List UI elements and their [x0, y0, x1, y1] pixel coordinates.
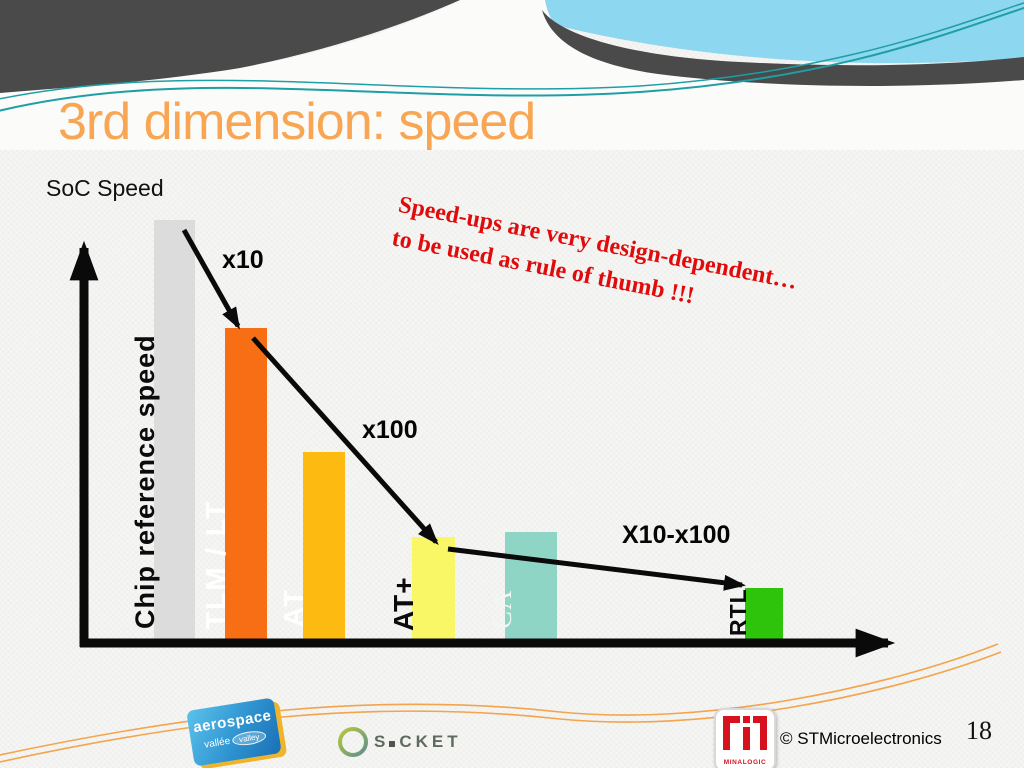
- socket-letters-cket: CKET: [399, 732, 462, 751]
- slide-title: 3rd dimension: speed: [58, 93, 536, 151]
- minalogic-caption: MINALOGIC: [723, 759, 767, 766]
- socket-ring-icon: [338, 727, 368, 757]
- aerospace-vallee-logo: aerospace vallée valley: [186, 697, 286, 767]
- bar-at-plus: AT+: [388, 537, 455, 639]
- arrow-label-x10: x10: [222, 246, 264, 274]
- design-dependent-note: Speed-ups are very design-dependent… to …: [389, 188, 952, 362]
- bar-label-at-plus: AT+: [388, 576, 419, 631]
- y-axis-label: SoC Speed: [46, 175, 164, 201]
- bar-label-chip-reference-speed: Chip reference speed: [130, 334, 160, 629]
- bar-at: AT: [278, 452, 345, 639]
- aerospace-vallee-card: aerospace vallée valley: [186, 697, 282, 767]
- socket-square-icon: [389, 741, 396, 747]
- arrow-label-x10-x100: X10-x100: [622, 521, 731, 549]
- valley-badge: valley: [231, 729, 268, 748]
- arrow-x10-x100: [447, 546, 746, 591]
- bar-rtl: RTL: [725, 588, 783, 639]
- vallee-logo-text: vallée: [203, 735, 232, 751]
- socket-logo-text: S CKET: [374, 732, 462, 752]
- minalogic-logo: MINALOGIC: [714, 708, 776, 768]
- bar-chip-reference-speed: Chip reference speed: [130, 220, 195, 639]
- page-number: 18: [966, 716, 992, 745]
- socket-letter-s: S: [374, 732, 390, 751]
- bar-label-tlm-lt: TLM / LT: [200, 500, 231, 629]
- copyright-text: © STMicroelectronics: [780, 729, 942, 748]
- bar-label-at: AT: [278, 587, 309, 627]
- bar-ca: CA: [487, 532, 557, 639]
- bar-label-ca: CA: [487, 589, 517, 629]
- bar-label-rtl: RTL: [725, 588, 751, 636]
- arrow-label-x100: x100: [362, 416, 418, 444]
- bar-tlm-lt: TLM / LT: [200, 328, 267, 639]
- minalogic-m-icon: [723, 716, 767, 750]
- socket-logo: S CKET: [336, 724, 462, 760]
